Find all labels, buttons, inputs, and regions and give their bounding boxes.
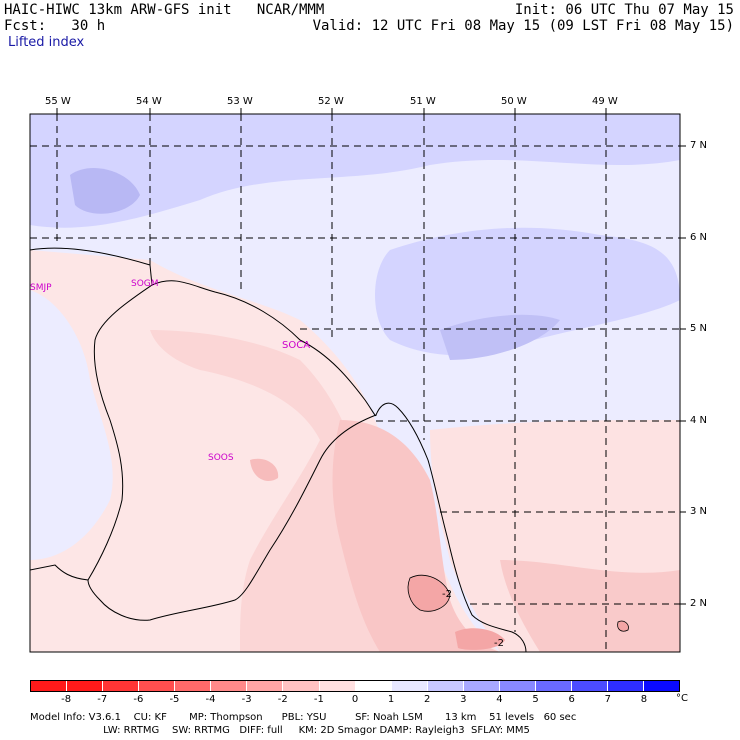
lat-label: 6 N xyxy=(690,232,708,243)
colorbar-swatch xyxy=(499,681,536,691)
lat-label: 7 N xyxy=(690,140,708,151)
colorbar xyxy=(30,680,680,692)
colorbar-tick-label: -3 xyxy=(241,694,252,705)
lon-label: 51 W xyxy=(410,96,436,107)
lat-label: 3 N xyxy=(690,506,708,517)
colorbar-swatch xyxy=(139,681,176,691)
colorbar-swatch xyxy=(31,681,68,691)
colorbar-swatch xyxy=(247,681,284,691)
colorbar-tick-label: 5 xyxy=(532,694,539,705)
lon-label: 55 W xyxy=(45,96,71,107)
lon-label: 53 W xyxy=(227,96,253,107)
colorbar-swatch xyxy=(283,681,320,691)
model-info-line1: Model Info: V3.6.1 CU: KF MP: Thompson P… xyxy=(30,712,577,723)
colorbar-tick-label: -1 xyxy=(313,694,324,705)
contour-label: -2 xyxy=(494,638,504,649)
colorbar-swatch xyxy=(644,681,680,691)
forecast-hour: Fcst: 30 h xyxy=(4,18,106,34)
shaded-field xyxy=(30,114,680,652)
colorbar-tick-label: 2 xyxy=(424,694,431,705)
colorbar-tick-label: 1 xyxy=(387,694,395,705)
colorbar-swatch xyxy=(175,681,212,691)
colorbar-swatch xyxy=(535,681,572,691)
contour-label: -2 xyxy=(442,589,452,600)
lat-label: 4 N xyxy=(690,415,708,426)
station-label: SMJP xyxy=(30,283,52,293)
colorbar-swatch xyxy=(67,681,104,691)
colorbar-tick-label: -4 xyxy=(205,694,216,705)
lon-label: 50 W xyxy=(501,96,527,107)
colorbar-swatch xyxy=(571,681,608,691)
station-label: SOGM xyxy=(131,279,159,289)
colorbar-swatch xyxy=(391,681,428,691)
colorbar-tick-label: 8 xyxy=(640,694,648,705)
colorbar-swatch xyxy=(103,681,140,691)
colorbar-tick-label: 4 xyxy=(496,694,503,705)
colorbar-tick-label: -7 xyxy=(97,694,108,705)
header-title: HAIC-HIWC 13km ARW-GFS init NCAR/MMM xyxy=(4,2,325,18)
lat-lon-grid xyxy=(30,114,680,652)
colorbar-tick-label: -2 xyxy=(277,694,288,705)
colorbar-swatch xyxy=(608,681,645,691)
lon-label: 54 W xyxy=(136,96,162,107)
lat-label: 5 N xyxy=(690,323,708,334)
model-info-line2: LW: RRTMG SW: RRTMG DIFF: full KM: 2D Sm… xyxy=(30,725,530,736)
colorbar-swatch xyxy=(463,681,500,691)
lat-label: 2 N xyxy=(690,598,708,609)
station-label: SOCA xyxy=(282,340,311,351)
colorbar-tick-label: 3 xyxy=(460,694,467,705)
axis-ticks xyxy=(56,108,686,605)
station-label: SOOS xyxy=(208,453,234,463)
init-time: Init: 06 UTC Thu 07 May 15 xyxy=(514,2,734,18)
colorbar-swatch xyxy=(427,681,464,691)
valid-time: Valid: 12 UTC Fri 08 May 15 (09 LST Fri … xyxy=(312,18,734,34)
colorbar-swatch xyxy=(319,681,356,691)
colorbar-tick-label: -5 xyxy=(169,694,180,705)
colorbar-tick-label: 6 xyxy=(568,694,575,705)
colorbar-swatch xyxy=(355,681,392,691)
colorbar-swatch xyxy=(211,681,248,691)
colorbar-tick-label: -8 xyxy=(61,694,72,705)
colorbar-tick-label: 7 xyxy=(604,694,611,705)
colorbar-tick-label: 0 xyxy=(351,694,359,705)
lon-label: 52 W xyxy=(318,96,344,107)
contour-minus2-b xyxy=(617,620,629,632)
coastlines-borders xyxy=(30,247,527,652)
field-name: Lifted index xyxy=(8,35,85,50)
colorbar-tick-label: -6 xyxy=(133,694,144,705)
colorbar-unit: °C xyxy=(676,693,688,704)
contour-minus2-a xyxy=(407,574,451,612)
lon-label: 49 W xyxy=(592,96,618,107)
map-frame xyxy=(29,113,681,653)
